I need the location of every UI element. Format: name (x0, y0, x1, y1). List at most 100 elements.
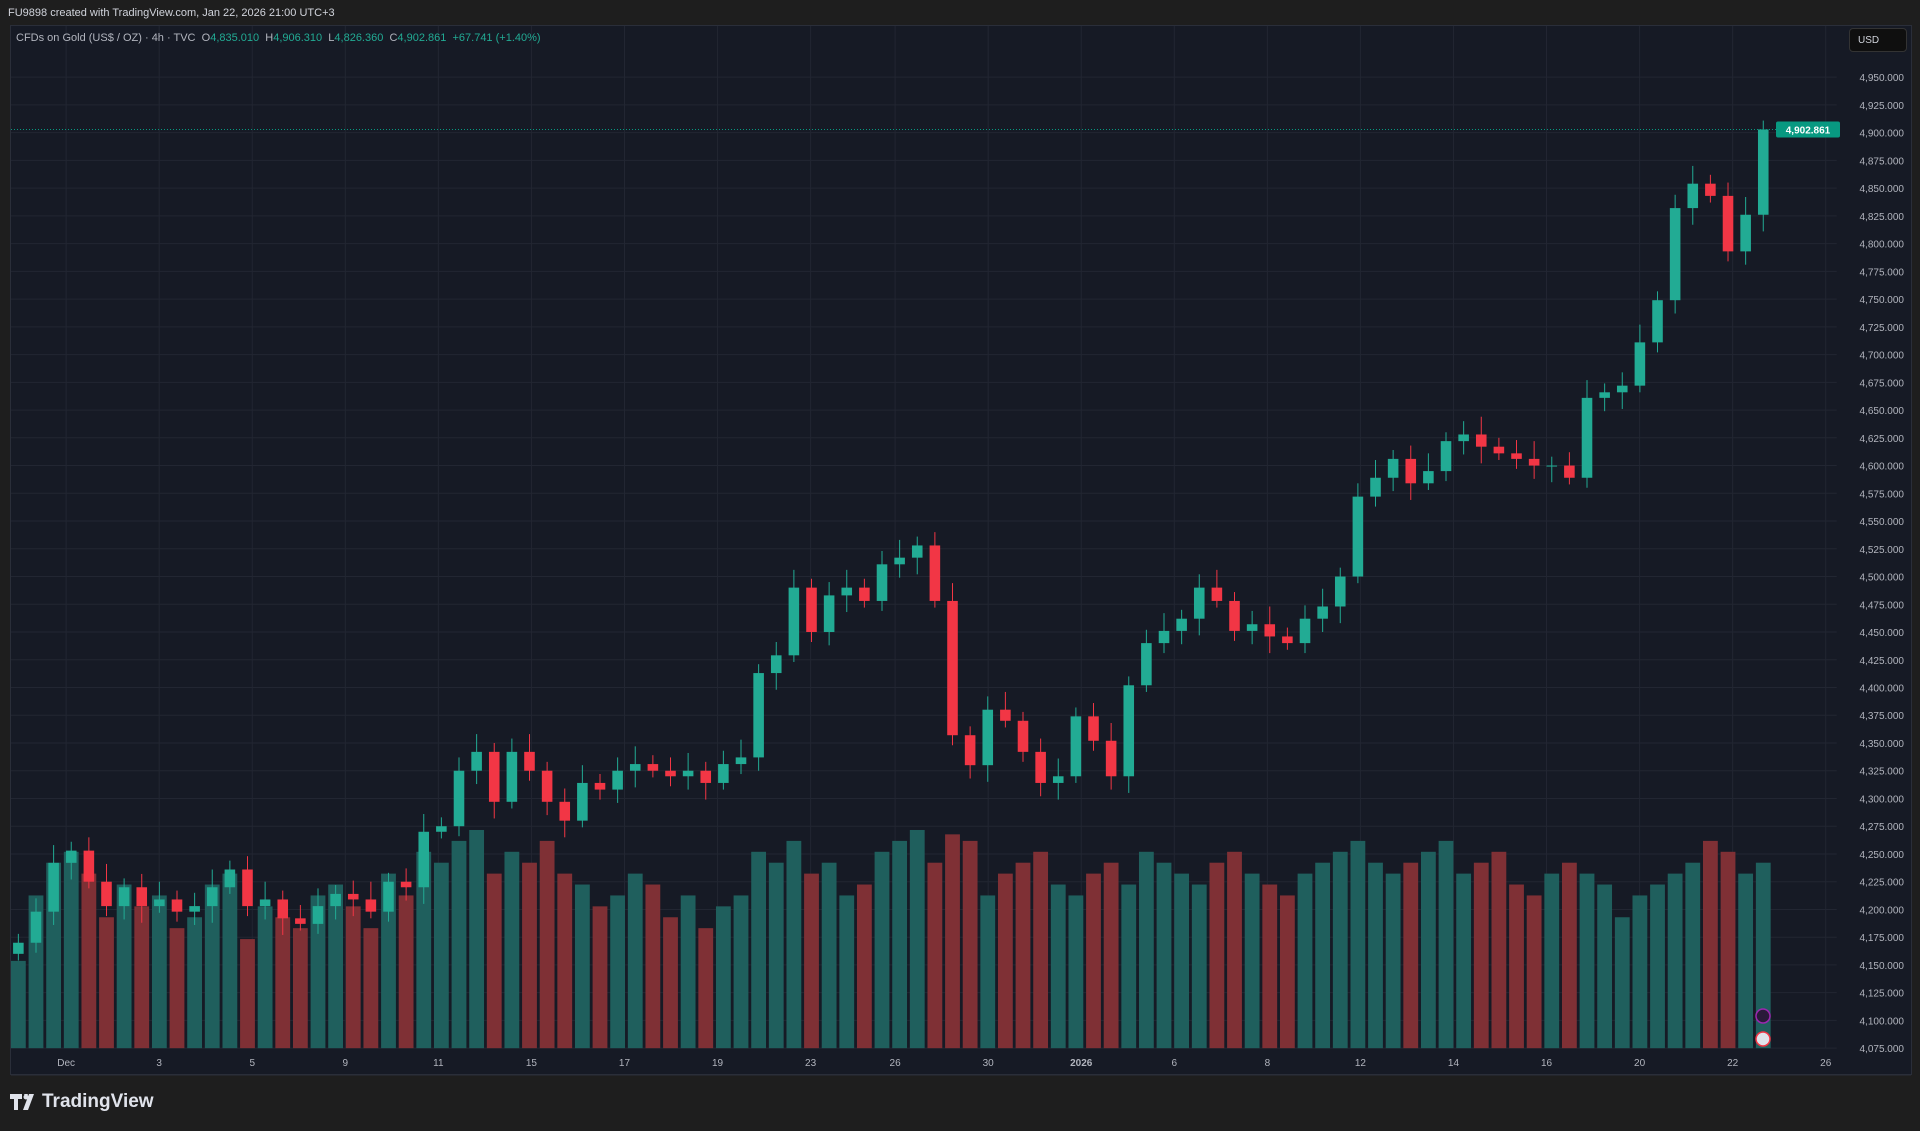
volume-bar (751, 851, 767, 1049)
y-tick-label: 4,450.000 (1860, 628, 1905, 639)
volume-bar (1685, 862, 1701, 1049)
volume-bar (169, 928, 185, 1049)
volume-bar (1473, 862, 1489, 1049)
candle-body (471, 751, 482, 771)
volume-bar (1597, 884, 1613, 1049)
volume-bar (292, 928, 308, 1049)
candle-body (577, 782, 588, 821)
candle-body (629, 764, 641, 771)
volume-bar (204, 884, 220, 1049)
open-label: O (201, 32, 211, 44)
x-tick-label: 15 (526, 1058, 538, 1069)
volume-bar (522, 862, 537, 1049)
x-tick-label: 3 (156, 1058, 162, 1069)
candle-body (559, 801, 571, 821)
candle-body (1246, 624, 1258, 631)
x-tick-label: 26 (1820, 1058, 1832, 1069)
symbol-title[interactable]: CFDs on Gold (US$ / OZ) · 4h · TVC (16, 32, 196, 44)
x-tick-label: 16 (1541, 1058, 1553, 1069)
y-tick-label: 4,350.000 (1860, 739, 1905, 750)
candle-body (453, 770, 465, 827)
candle-body (295, 918, 306, 924)
candle-body (647, 764, 659, 771)
volume-bar (398, 895, 414, 1049)
candle-body (1176, 618, 1187, 631)
chart-pane[interactable] (10, 25, 1912, 1075)
volume-bar (240, 939, 255, 1049)
candle-body (770, 655, 782, 674)
candle-body (365, 899, 377, 912)
candle-body (259, 899, 271, 907)
candle-body (154, 899, 165, 907)
candle-body (30, 911, 42, 943)
x-tick-label: 9 (343, 1058, 349, 1069)
x-tick-label: 22 (1727, 1058, 1739, 1069)
volume-bar (433, 862, 449, 1049)
candle-body (1052, 776, 1064, 783)
volume-bar (381, 873, 396, 1049)
candle-body (1669, 208, 1681, 301)
volume-bar (627, 873, 643, 1049)
candle-body (242, 869, 253, 907)
credit-line: FU9898 created with TradingView.com, Jan… (8, 7, 335, 19)
volume-bar (1368, 862, 1383, 1049)
volume-bar (345, 906, 361, 1049)
volume-bar (451, 840, 467, 1049)
y-tick-label: 4,100.000 (1860, 1016, 1905, 1027)
y-tick-label: 4,600.000 (1860, 462, 1905, 473)
volume-bar (892, 840, 908, 1049)
volume-bar (962, 840, 978, 1049)
volume-bar (539, 840, 555, 1049)
candle-body (101, 881, 112, 907)
candle-body (136, 887, 148, 907)
x-tick-label: 17 (619, 1058, 631, 1069)
low-label: L (328, 32, 335, 44)
candle-body (347, 893, 359, 900)
volume-bar (1702, 840, 1718, 1049)
candle-body (1334, 576, 1346, 607)
currency-button[interactable]: USD (1849, 28, 1907, 52)
candle-body (189, 906, 200, 912)
candle-body (753, 673, 764, 758)
y-tick-label: 4,075.000 (1860, 1044, 1905, 1055)
candle-body (700, 770, 712, 783)
candle-body (1528, 458, 1540, 466)
x-tick-label: 6 (1172, 1058, 1178, 1069)
candle-body (1317, 606, 1328, 619)
candle-body (1599, 392, 1610, 398)
candle-body (594, 782, 606, 790)
y-tick-label: 4,550.000 (1860, 517, 1905, 528)
volume-bar (10, 960, 26, 1049)
candle-body (682, 770, 694, 777)
volume-bar (663, 917, 678, 1049)
y-tick-label: 4,900.000 (1860, 129, 1905, 140)
y-tick-label: 4,125.000 (1860, 989, 1905, 1000)
candle-body (1352, 496, 1364, 577)
candle-body (1387, 458, 1399, 478)
volume-bar (99, 917, 114, 1049)
candle-body (1193, 587, 1205, 619)
volume-bar (1438, 840, 1454, 1049)
volume-bar (1086, 873, 1101, 1049)
candle-body (612, 770, 623, 790)
y-tick-label: 4,675.000 (1860, 378, 1905, 389)
candle-body (524, 751, 535, 771)
volume-bar (680, 895, 696, 1049)
y-tick-label: 4,750.000 (1860, 295, 1905, 306)
volume-bar (363, 928, 379, 1049)
volume-bar (1526, 895, 1542, 1049)
candle-body (1000, 709, 1011, 721)
candle-body (665, 770, 676, 777)
x-tick-label: 23 (805, 1058, 817, 1069)
candle-body (83, 850, 95, 882)
volume-bar (909, 829, 925, 1049)
candle-body (1652, 300, 1663, 343)
volume-bar (698, 928, 714, 1049)
volume-bar (1332, 851, 1348, 1049)
candle-body (718, 764, 729, 783)
candle-body (1264, 624, 1276, 637)
volume-bar (187, 917, 203, 1049)
tradingview-logo[interactable]: TradingView (10, 1091, 154, 1113)
candle-body (65, 850, 77, 863)
